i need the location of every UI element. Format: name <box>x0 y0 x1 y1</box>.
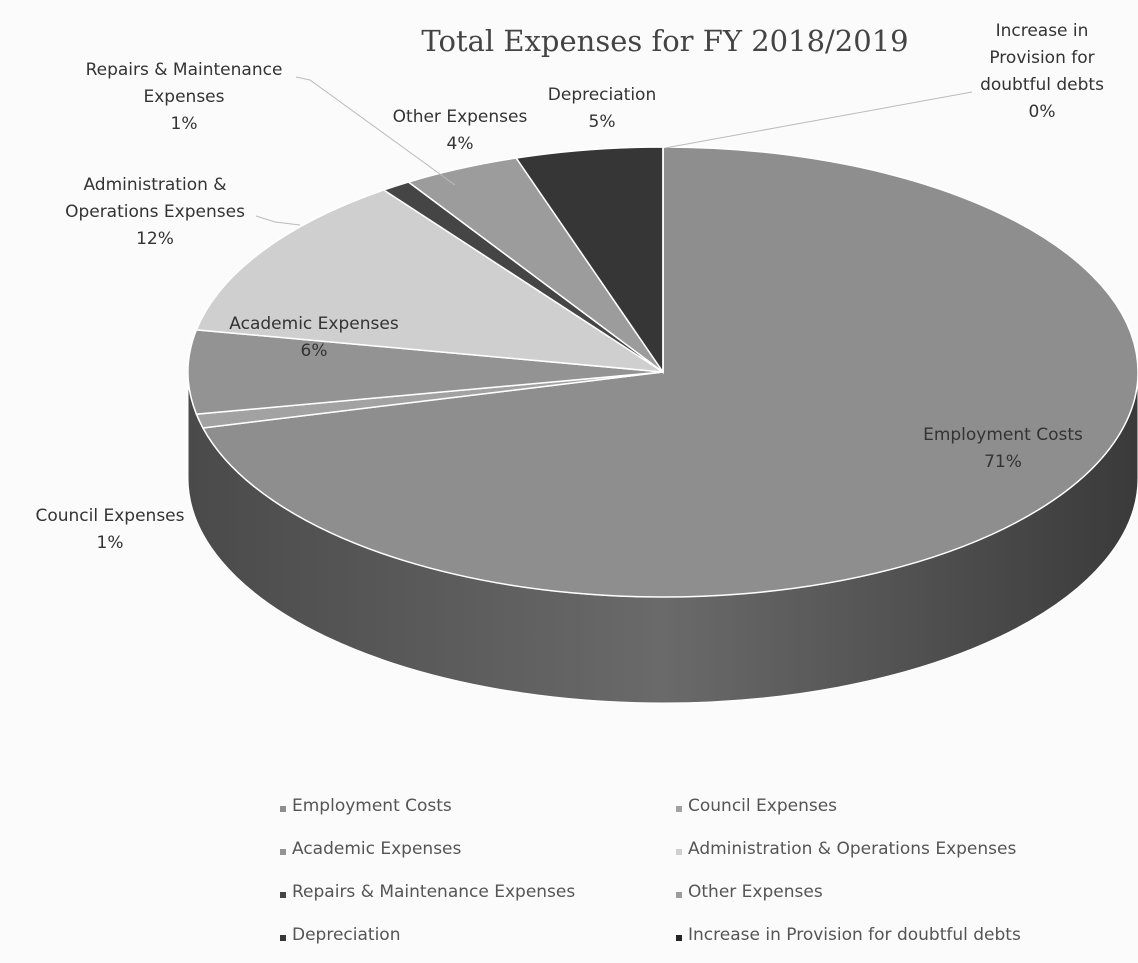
label-category: Academic Expenses <box>229 314 399 334</box>
data-label: Depreciation 5% <box>522 82 682 136</box>
legend-label: Academic Expenses <box>292 839 462 859</box>
label-category: Council Expenses <box>35 506 185 526</box>
data-label: Administration & Operations Expenses 12% <box>40 172 270 253</box>
legend-label: Other Expenses <box>688 882 823 902</box>
leader-line <box>295 76 456 186</box>
leader-lines <box>255 76 973 226</box>
label-category: Employment Costs <box>923 425 1083 445</box>
label-value: 0% <box>1028 102 1056 122</box>
data-label: Other Expenses 4% <box>380 104 540 158</box>
legend-swatch <box>280 935 286 941</box>
legend-swatch <box>676 849 682 855</box>
label-value: 1% <box>96 533 124 553</box>
label-category: Administration & Operations Expenses <box>65 175 245 222</box>
data-label: Academic Expenses 6% <box>204 311 424 365</box>
label-value: 71% <box>984 452 1022 472</box>
chart-title: Total Expenses for FY 2018/2019 <box>421 24 909 58</box>
legend-label: Employment Costs <box>292 796 452 816</box>
legend-label: Council Expenses <box>688 796 838 816</box>
pie <box>187 146 1138 704</box>
label-value: 12% <box>136 229 174 249</box>
legend-label: Depreciation <box>292 925 401 945</box>
label-value: 1% <box>170 114 198 134</box>
leader-line <box>255 215 301 226</box>
legend-swatch <box>280 892 286 898</box>
pie-slice <box>514 146 664 375</box>
legend-swatch <box>676 806 682 812</box>
leader-line <box>664 91 973 149</box>
legend-swatch <box>280 849 286 855</box>
label-category: Repairs & Maintenance Expenses <box>85 60 283 107</box>
data-label: Repairs & Maintenance Expenses 1% <box>59 57 309 138</box>
label-category: Other Expenses <box>392 107 528 127</box>
pie-slice <box>201 146 1138 598</box>
data-label: Council Expenses 1% <box>10 503 210 557</box>
label-value: 4% <box>446 134 474 154</box>
pie-slice <box>187 329 664 415</box>
label-value: 5% <box>588 112 616 132</box>
legend-label: Repairs & Maintenance Expenses <box>292 882 576 902</box>
legend-swatch <box>676 935 682 941</box>
data-label: Employment Costs 71% <box>903 422 1103 476</box>
label-category: Depreciation <box>547 85 657 105</box>
data-label: Increase in Provision for doubtful debts… <box>967 18 1117 126</box>
label-value: 6% <box>300 341 328 361</box>
label-category: Increase in Provision for doubtful debts <box>980 21 1104 95</box>
legend-label: Administration & Operations Expenses <box>688 839 1017 859</box>
pie-slice <box>195 189 664 373</box>
legend-swatch <box>280 806 286 812</box>
legend-swatch <box>676 892 682 898</box>
legend-label: Increase in Provision for doubtful debts <box>688 925 1021 945</box>
